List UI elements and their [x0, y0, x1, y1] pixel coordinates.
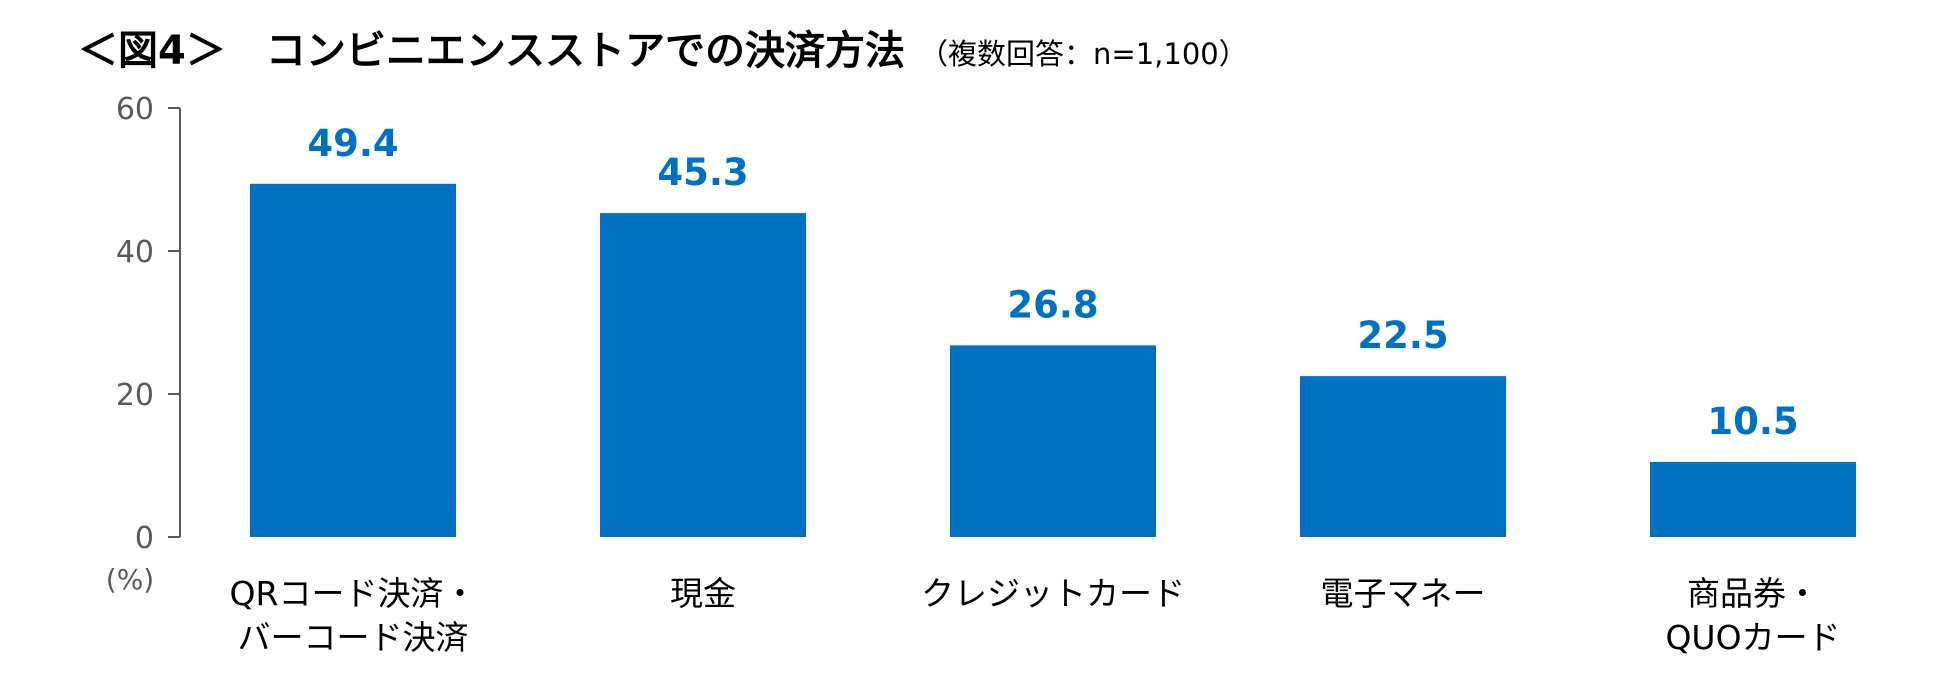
y-unit-label: (%) — [106, 563, 154, 596]
bar-value-label: 26.8 — [1007, 283, 1098, 326]
y-tick-label: 60 — [116, 92, 154, 127]
category-label: クレジットカード — [921, 574, 1185, 613]
bar-value-label: 45.3 — [657, 151, 748, 194]
bar — [950, 345, 1156, 537]
category-label-line: QRコード決済・ — [230, 574, 477, 613]
category-label: 商品券・ QUOカード — [1665, 574, 1840, 657]
category-label-line: 現金 — [670, 574, 736, 613]
y-axis: 0 20 40 60 (%) — [106, 92, 181, 596]
category-label-line: 商品券・ — [1687, 574, 1819, 613]
category-label-line: 電子マネー — [1321, 574, 1486, 613]
category-labels: QRコード決済・バーコード決済 現金 クレジットカード 電子マネー 商品券・ QUOカード — [230, 574, 1841, 657]
bar — [250, 183, 456, 538]
chart-title-main: ＜図4＞ コンビニエンスストアでの決済方法 — [78, 28, 906, 74]
category-label: QRコード決済・バーコード決済 — [230, 574, 477, 657]
bar — [1650, 461, 1856, 537]
y-tick-label: 40 — [116, 235, 154, 270]
category-label: 電子マネー — [1321, 574, 1486, 613]
bar-value-label: 22.5 — [1357, 314, 1448, 357]
bar-value-label: 10.5 — [1707, 400, 1798, 443]
y-tick-label: 20 — [116, 378, 154, 413]
category-label-line: クレジットカード — [921, 574, 1185, 613]
bars — [250, 183, 1856, 538]
bar-value-label: 49.4 — [307, 122, 398, 165]
chart-title-sub: （複数回答：n=1,100） — [919, 37, 1248, 71]
category-label-line: QUOカード — [1665, 618, 1840, 657]
y-tick-label: 0 — [135, 521, 154, 556]
bar — [600, 213, 806, 538]
bar — [1300, 376, 1506, 537]
category-label-line: バーコード決済 — [238, 618, 469, 657]
chart-title: ＜図4＞ コンビニエンスストアでの決済方法 （複数回答：n=1,100） — [78, 18, 1248, 78]
category-label: 現金 — [670, 574, 736, 613]
value-labels: 49.4 45.3 26.8 22.5 10.5 — [307, 122, 1798, 443]
